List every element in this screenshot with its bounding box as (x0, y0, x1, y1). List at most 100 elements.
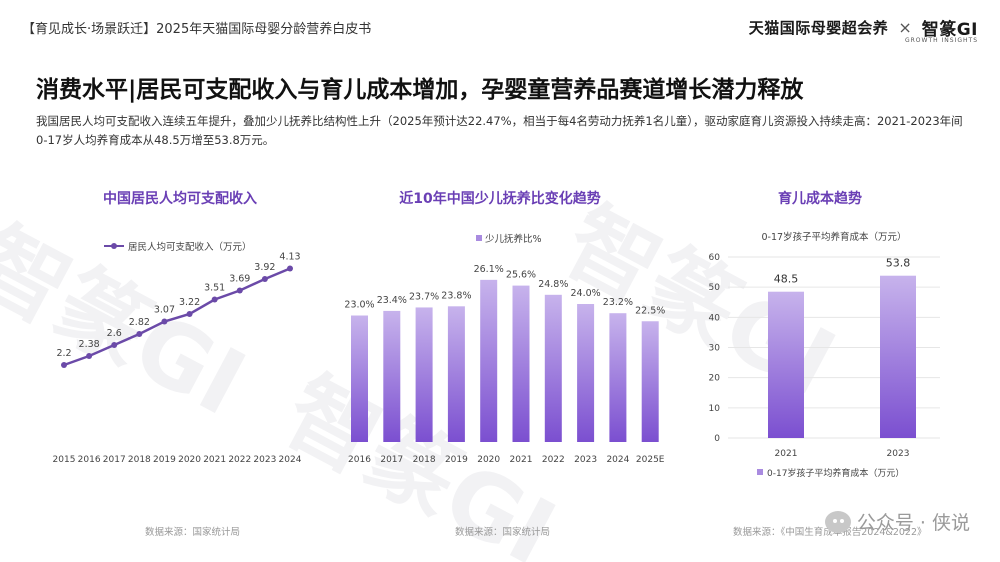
data-label: 23.8% (441, 290, 471, 301)
data-label: 48.5 (774, 273, 799, 286)
y-tick-label: 20 (709, 374, 721, 384)
y-tick-label: 60 (709, 253, 721, 263)
x-tick-label: 2017 (380, 455, 403, 465)
wechat-watermark: 公众号 · 侠说 (824, 508, 970, 535)
page-description: 我国居民人均可支配收入连续五年提升，叠加少儿抚养比结构性上升（2025年预计达2… (36, 114, 963, 147)
data-label: 2.82 (129, 317, 150, 328)
x-tick-label: 2021 (203, 455, 226, 465)
data-point (261, 276, 268, 282)
data-label: 3.92 (254, 262, 275, 273)
series-line (63, 267, 291, 367)
y-tick-label: 40 (709, 313, 721, 323)
parenting-cost-bar-chart: 0-17岁孩子平均养育成本（万元） 0 10 20 30 40 50 60 48.5 2021 53… (709, 231, 940, 479)
left-chart-title: 中国居民人均可支配收入 (103, 191, 257, 207)
x-tick-label: 2021 (775, 449, 798, 459)
x-tick-label: 2023 (574, 455, 597, 465)
wechat-account-label: 公众号 · 侠说 (856, 512, 970, 534)
y-tick-label: 10 (709, 404, 721, 414)
data-point (136, 331, 143, 337)
dependency-ratio-bar-chart: 少儿抚养比% 23.0% 2016 23.4% 2017 23.7% 2018 23.8% 20… (344, 233, 665, 465)
x-tick-label: 2019 (445, 455, 468, 465)
bar (351, 315, 368, 442)
legend-label: 居民人均可支配收入（万元） (128, 241, 252, 253)
data-point (161, 318, 168, 325)
x-tick-label: 2024 (606, 455, 629, 465)
top-bar: 【育见成长·场景跃迁】2025年天猫国际母婴分龄营养白皮书 天猫国际母婴超会养 … (0, 0, 1000, 46)
bar (447, 306, 465, 442)
data-label: 2.2 (56, 348, 71, 359)
x-tick-label: 2018 (128, 455, 151, 465)
y-tick-label: 50 (709, 283, 721, 293)
legend-marker (111, 243, 117, 249)
brand-tmall-logo: 天猫国际母婴超会养 (748, 19, 889, 37)
x-tick-label: 2021 (510, 455, 533, 465)
data-point (111, 342, 118, 348)
data-label: 24.0% (571, 288, 601, 299)
page-title: 消费水平|居民可支配收入与育儿成本增加，孕婴童营养品赛道增长潜力释放 (36, 77, 804, 103)
series-tag: 【育见成长·场景跃迁】2025年天猫国际母婴分龄营养白皮书 (22, 22, 372, 37)
data-point (61, 362, 67, 368)
x-tick-label: 2022 (542, 455, 565, 465)
legend-label: 少儿抚养比% (485, 233, 542, 245)
x-tick-label: 2023 (887, 449, 910, 459)
data-point (287, 265, 293, 272)
brand-logos: 天猫国际母婴超会养 × 智篆GI (749, 15, 978, 40)
data-point (211, 296, 218, 303)
mid-chart-title: 近10年中国少儿抚养比变化趋势 (399, 191, 601, 207)
bar (415, 307, 433, 442)
legend-swatch (476, 235, 482, 241)
legend-swatch (757, 469, 763, 475)
right-chart-source: 数据来源：《中国生育成本报告2024&2022》 (733, 527, 927, 538)
x-tick-label: 2023 (253, 455, 276, 465)
right-chart-title: 育儿成本趋势 (778, 191, 862, 207)
data-label: 22.5% (635, 305, 665, 316)
data-label: 23.0% (344, 300, 374, 311)
data-point (86, 353, 93, 359)
bar (641, 321, 659, 442)
wechat-icon (824, 510, 851, 533)
data-label: 3.51 (204, 283, 225, 294)
y-tick-label: 30 (709, 344, 721, 354)
x-tick-label: 2022 (228, 455, 251, 465)
data-label: 23.7% (409, 291, 439, 302)
data-label: 53.8 (886, 257, 911, 270)
x-tick-label: 2024 (279, 455, 302, 465)
chart-subtitle: 0-17岁孩子平均养育成本（万元） (761, 231, 906, 243)
data-label: 25.6% (506, 270, 536, 281)
brand-gi-subtitle: GROWTH INSIGHTS (904, 37, 978, 44)
data-label: 2.6 (107, 328, 122, 339)
y-tick-label: 0 (714, 434, 720, 444)
bar (383, 310, 401, 442)
bar (609, 313, 627, 442)
bar (880, 275, 916, 438)
data-label: 3.69 (229, 274, 250, 285)
bar (480, 279, 498, 442)
bar (512, 285, 530, 442)
data-point (236, 287, 243, 294)
left-chart-source: 数据来源：国家统计局 (145, 527, 241, 538)
mid-chart-source: 数据来源：国家统计局 (455, 527, 551, 538)
x-tick-label: 2020 (477, 455, 500, 465)
data-label: 26.1% (474, 264, 504, 275)
x-tick-label: 2020 (178, 455, 201, 465)
x-tick-label: 2018 (413, 455, 436, 465)
data-label: 23.2% (603, 297, 633, 308)
x-tick-label: 2015 (53, 455, 76, 465)
data-label: 3.07 (154, 305, 175, 316)
x-tick-label: 2017 (103, 455, 126, 465)
bar (577, 304, 595, 442)
legend-label: 0-17岁孩子平均养育成本（万元） (767, 467, 904, 479)
data-label: 4.13 (279, 252, 300, 263)
data-label: 2.38 (79, 339, 100, 350)
bar (768, 291, 804, 438)
x-tick-label: 2019 (153, 455, 176, 465)
data-label: 24.8% (538, 279, 568, 290)
x-tick-label: 2025E (636, 455, 665, 465)
data-label: 23.4% (377, 295, 407, 306)
x-tick-label: 2016 (348, 455, 371, 465)
data-label: 3.22 (179, 297, 200, 308)
brand-gi-logo: 智篆GI (921, 20, 978, 40)
brand-separator: × (898, 18, 912, 37)
x-tick-label: 2016 (78, 455, 101, 465)
